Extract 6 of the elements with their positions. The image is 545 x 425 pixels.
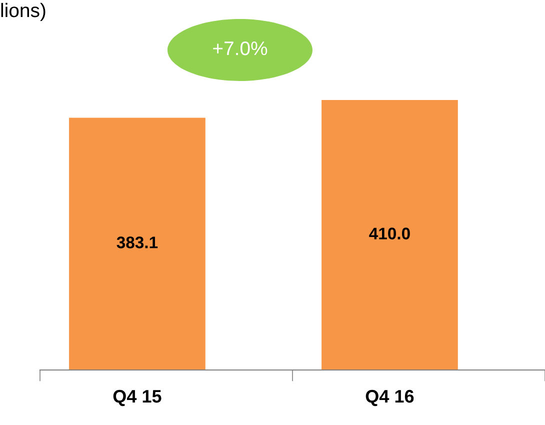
chart-title: lions)	[1, 2, 46, 22]
data-label: 410.0	[369, 228, 410, 240]
x-tick-label: Q4 16	[366, 390, 414, 406]
text: +7.0%	[213, 41, 268, 56]
data-label: 383.1	[116, 236, 158, 248]
x-tick-label: Q4 15	[113, 390, 162, 406]
